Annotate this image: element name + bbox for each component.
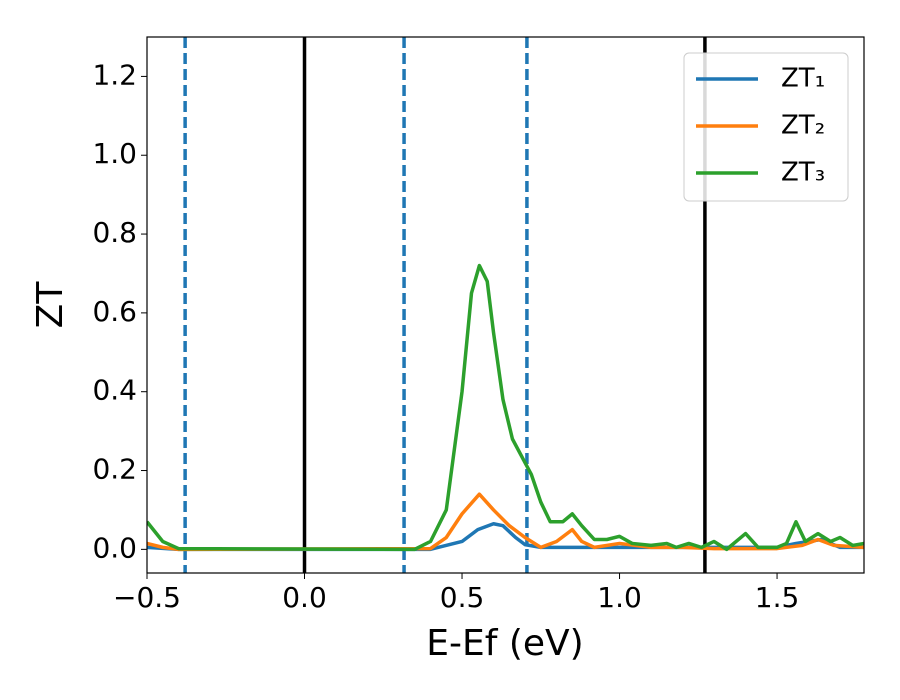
legend-box: [683, 52, 849, 202]
legend-label: ZT₂: [781, 111, 825, 141]
series-line: [147, 492, 864, 552]
y-tick-label: 0.6: [92, 295, 137, 328]
y-tick-label: 0.0: [92, 531, 137, 564]
x-tick-label: 1.0: [597, 581, 642, 614]
y-axis-label: ZT: [30, 281, 71, 329]
legend-label: ZT₁: [781, 64, 825, 94]
y-tick-label: 1.0: [92, 137, 137, 170]
y-tick-label: 1.2: [92, 58, 137, 91]
series-line: [147, 263, 864, 552]
x-tick-label: 0.5: [440, 581, 485, 614]
x-axis-label: E-Ef (eV): [426, 623, 583, 664]
legend-label: ZT₃: [781, 158, 825, 188]
y-tick-label: 0.4: [92, 374, 137, 407]
x-tick-label: 0.0: [282, 581, 327, 614]
plot-frame: [146, 36, 865, 574]
y-tick-label: 0.8: [92, 216, 137, 249]
x-tick-label: −0.5: [113, 581, 181, 614]
x-tick-label: 1.5: [755, 581, 800, 614]
y-tick-label: 0.2: [92, 453, 137, 486]
